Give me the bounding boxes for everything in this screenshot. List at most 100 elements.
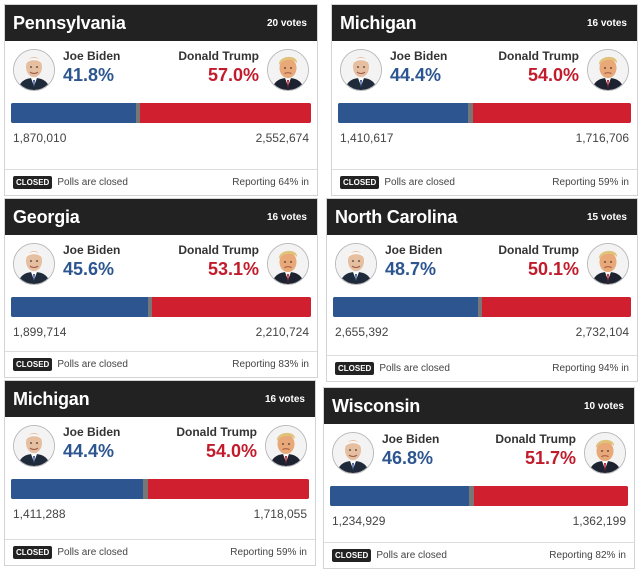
state-name: Pennsylvania [13,12,126,33]
state-result-card: North Carolina 15 votes Joe Biden 48.7% … [326,198,638,382]
electoral-votes: 20 votes [266,17,307,29]
biden-name: Joe Biden [390,49,448,63]
trump-avatar-icon [265,425,307,467]
polls-status-text: Polls are closed [376,550,447,561]
trump-name: Donald Trump [498,243,579,257]
closed-badge: CLOSED [13,546,53,559]
vote-share-bar [338,103,631,123]
trump-avatar-icon [587,49,629,91]
polls-status: CLOSED Polls are closed [340,176,455,189]
trump-name: Donald Trump [178,243,259,257]
electoral-votes: 16 votes [266,211,307,223]
card-footer: CLOSED Polls are closed Reporting 59% in [332,169,637,195]
biden-vote-count: 1,411,288 [13,507,66,521]
trump-avatar-icon [267,243,309,285]
state-result-card: Michigan 16 votes Joe Biden 44.4% Donald… [4,380,316,566]
state-result-card: Pennsylvania 20 votes Joe Biden 41.8% Do… [4,4,318,196]
vote-share-bar [11,479,309,499]
trump-avatar-icon [584,432,626,474]
card-header: Georgia 16 votes [5,199,317,235]
trump-vote-count: 1,716,706 [575,131,629,145]
trump-block: Donald Trump 54.0% [176,425,257,462]
biden-vote-count: 2,655,392 [335,325,389,339]
closed-badge: CLOSED [13,176,53,189]
trump-name: Donald Trump [495,432,576,446]
vote-share-bar [330,486,628,506]
card-header: Pennsylvania 20 votes [5,5,317,41]
trump-avatar-icon [267,49,309,91]
candidates-row: Joe Biden 46.8% Donald Trump 51.7% [324,424,634,482]
remaining-share-segment [469,486,474,506]
remaining-share-segment [468,103,473,123]
biden-block: Joe Biden 48.7% [385,243,442,280]
reporting-status: Reporting 59% in [230,547,307,558]
biden-avatar-icon [13,49,55,91]
closed-badge: CLOSED [13,358,53,371]
biden-vote-count: 1,410,617 [340,131,394,145]
biden-vote-count: 1,899,714 [13,325,67,339]
state-result-card: Georgia 16 votes Joe Biden 45.6% Donald … [4,198,318,378]
card-header: Michigan 16 votes [332,5,637,41]
vote-share-bar [11,297,311,317]
trump-share-segment [472,103,631,123]
card-header: Michigan 16 votes [5,381,315,417]
remaining-share-segment [147,297,152,317]
polls-status-text: Polls are closed [384,177,455,188]
vote-share-bar [11,103,311,123]
polls-status: CLOSED Polls are closed [332,549,447,562]
trump-vote-count: 2,552,674 [255,131,309,145]
biden-name: Joe Biden [63,49,121,63]
trump-percent: 50.1% [527,259,579,279]
biden-block: Joe Biden 46.8% [382,432,439,469]
polls-status-text: Polls are closed [379,363,450,374]
trump-share-segment [151,297,311,317]
remaining-share-segment [136,103,140,123]
electoral-votes: 10 votes [583,400,624,412]
trump-vote-count: 1,362,199 [572,514,626,528]
card-header: Wisconsin 10 votes [324,388,634,424]
electoral-votes: 16 votes [264,393,305,405]
closed-badge: CLOSED [332,549,372,562]
reporting-status: Reporting 82% in [549,550,626,561]
polls-status-text: Polls are closed [57,177,128,188]
vote-counts: 1,411,288 1,718,055 [5,499,315,521]
biden-share-segment [11,479,144,499]
polls-status-text: Polls are closed [57,359,128,370]
electoral-votes: 16 votes [586,17,627,29]
biden-name: Joe Biden [385,243,443,257]
biden-block: Joe Biden 45.6% [63,243,120,280]
trump-share-segment [139,103,311,123]
trump-avatar-icon [587,243,629,285]
trump-share-segment [148,479,309,499]
vote-share-bar [333,297,631,317]
state-name: Michigan [13,388,90,409]
state-result-card: Michigan 16 votes Joe Biden 44.4% Donald… [331,4,638,196]
biden-share-segment [330,486,470,506]
candidates-row: Joe Biden 48.7% Donald Trump 50.1% [327,235,637,293]
candidates-row: Joe Biden 44.4% Donald Trump 54.0% [332,41,637,99]
trump-block: Donald Trump 53.1% [178,243,259,280]
trump-name: Donald Trump [176,425,257,439]
trump-vote-count: 2,732,104 [575,325,629,339]
polls-status: CLOSED Polls are closed [13,358,128,371]
electoral-votes: 15 votes [586,211,627,223]
biden-vote-count: 1,234,929 [332,514,386,528]
closed-badge: CLOSED [340,176,380,189]
biden-block: Joe Biden 44.4% [63,425,120,462]
vote-counts: 1,899,714 2,210,724 [5,317,317,339]
biden-percent: 44.4% [390,65,442,85]
card-header: North Carolina 15 votes [327,199,637,235]
card-footer: CLOSED Polls are closed Reporting 59% in [5,539,315,565]
state-name: Wisconsin [332,395,421,416]
biden-vote-count: 1,870,010 [13,131,67,145]
polls-status: CLOSED Polls are closed [335,362,450,375]
remaining-share-segment [478,297,482,317]
trump-percent: 51.7% [524,448,576,468]
biden-avatar-icon [13,425,55,467]
reporting-status: Reporting 64% in [232,177,309,188]
trump-block: Donald Trump 50.1% [498,243,579,280]
card-footer: CLOSED Polls are closed Reporting 82% in [324,542,634,568]
trump-percent: 57.0% [207,65,259,85]
biden-share-segment [333,297,479,317]
trump-share-segment [473,486,628,506]
